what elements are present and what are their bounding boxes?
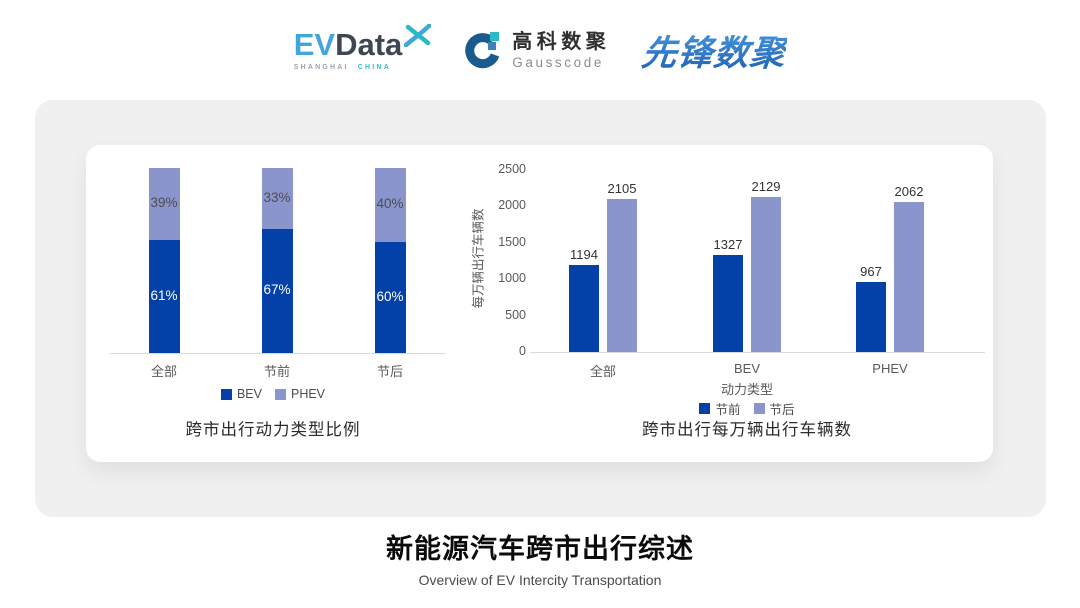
bar-节前-PHEV — [856, 282, 886, 352]
gausscode-wordmark: 高科数聚 Gausscode — [512, 31, 610, 70]
evdata-wordmark: EV Data — [293, 24, 432, 62]
bar-segment-BEV-节后 — [374, 242, 406, 353]
bar-value-label: 2062 — [894, 184, 924, 199]
legend-item-节后: 节后 — [753, 399, 795, 418]
left-chart-legend: BEV PHEV — [86, 387, 460, 401]
legend-label: 节前 — [715, 403, 741, 417]
legend-item-BEV: BEV — [220, 387, 262, 401]
legend-label: BEV — [236, 387, 262, 401]
y-tick-label: 1500 — [498, 234, 526, 249]
evdata-tagline-china: CHINA — [357, 64, 391, 71]
evdata-x-icon — [404, 24, 432, 47]
right-chart-legend: 节前 节后 — [540, 399, 954, 418]
legend-label: 节后 — [769, 403, 795, 417]
bar-节前-BEV — [713, 255, 743, 352]
y-tick-label: 1000 — [498, 271, 526, 286]
gausscode-logo: 高科数聚 Gausscode — [463, 30, 610, 70]
legend-item-PHEV: PHEV — [274, 387, 326, 401]
bar-节后-BEV — [751, 197, 781, 352]
evdata-logo: EV Data SHANGHAI CHINA — [293, 24, 432, 71]
y-tick-label: 0 — [519, 344, 526, 358]
y-tick-label: 500 — [505, 307, 526, 322]
xianfeng-shuju-logo: 先锋数聚 — [640, 25, 789, 76]
legend-swatch — [753, 403, 765, 414]
bar-segment-BEV-全部 — [148, 240, 180, 353]
bar-segment-value-label: 39% — [150, 195, 178, 210]
bar-segment-PHEV-节后 — [374, 168, 406, 242]
evdata-tagline: SHANGHAI CHINA — [294, 64, 432, 71]
xianfeng-text: 先锋数聚 — [640, 25, 789, 76]
bar-segment-value-label: 61% — [150, 287, 178, 303]
legend-swatch — [220, 388, 232, 400]
bar-segment-value-label: 33% — [263, 189, 291, 205]
bar-节后-PHEV — [894, 202, 924, 352]
evdata-text-data: Data — [335, 27, 403, 62]
grouped-bar-chart-plot: 1194 2105 全部 1327 2129 BEV 967 2062 PHEV 0 500 1000… — [86, 145, 993, 462]
footer: 新能源汽车跨市出行综述 Overview of EV Intercity Tra… — [0, 527, 1080, 588]
left-chart-x-axis — [110, 353, 446, 354]
legend-item-节前: 节前 — [699, 399, 741, 418]
bar-value-label: 1327 — [713, 237, 743, 252]
y-tick-label: 2500 — [498, 162, 526, 176]
stacked-bar-chart-plot: 39% 61% 全部 33% 67% 节前 40% 60% 节后 — [86, 145, 993, 462]
x-category-label: 全部 — [589, 364, 616, 379]
right-chart-x-axis — [530, 352, 985, 353]
bar-节后-全部 — [607, 199, 637, 352]
legend-label: PHEV — [290, 387, 326, 401]
right-chart-y-axis-label: 每万辆出行车辆数 — [471, 208, 486, 309]
x-category-label: 节后 — [376, 364, 403, 379]
gausscode-cn-text: 高科数聚 — [512, 30, 611, 53]
evdata-tagline-shanghai: SHANGHAI — [293, 64, 349, 71]
bar-value-label: 2105 — [607, 181, 637, 196]
bar-value-label: 1194 — [570, 247, 598, 262]
bar-value-label: 2129 — [751, 179, 781, 194]
bar-节前-全部 — [569, 265, 599, 352]
bar-segment-PHEV-节前 — [261, 168, 293, 229]
x-category-label: 全部 — [150, 364, 177, 379]
bar-segment-value-label: 60% — [376, 288, 404, 304]
content-card: 39% 61% 全部 33% 67% 节前 40% 60% 节后 BEV PHEV 跨市出行动力类… — [35, 100, 1046, 517]
right-chart-x-axis-label: 动力类型 — [720, 382, 773, 397]
legend-swatch — [699, 403, 711, 414]
y-tick-label: 2000 — [498, 198, 526, 213]
x-category-label: 节前 — [263, 364, 290, 379]
gausscode-en-text: Gausscode — [512, 54, 604, 70]
x-category-label: BEV — [733, 361, 760, 376]
bar-segment-PHEV-全部 — [148, 168, 180, 240]
page-subtitle: Overview of EV Intercity Transportation — [418, 572, 662, 588]
gausscode-g-icon — [465, 32, 500, 69]
legend-swatch — [274, 388, 286, 400]
page-title: 新能源汽车跨市出行综述 — [386, 534, 694, 564]
left-chart-title: 跨市出行动力类型比例 — [185, 421, 361, 439]
logo-header: EV Data SHANGHAI CHINA 高科数聚 Gausscode 先锋… — [0, 14, 1080, 86]
bar-segment-BEV-节前 — [261, 229, 293, 353]
bar-value-label: 967 — [860, 264, 882, 279]
x-category-label: PHEV — [872, 361, 908, 376]
bar-segment-value-label: 67% — [263, 282, 291, 297]
evdata-text-ev: EV — [293, 27, 336, 62]
charts-panel: 39% 61% 全部 33% 67% 节前 40% 60% 节后 BEV PHEV 跨市出行动力类… — [86, 145, 993, 462]
bar-segment-value-label: 40% — [376, 196, 404, 211]
right-chart-title: 跨市出行每万辆出行车辆数 — [642, 421, 852, 439]
